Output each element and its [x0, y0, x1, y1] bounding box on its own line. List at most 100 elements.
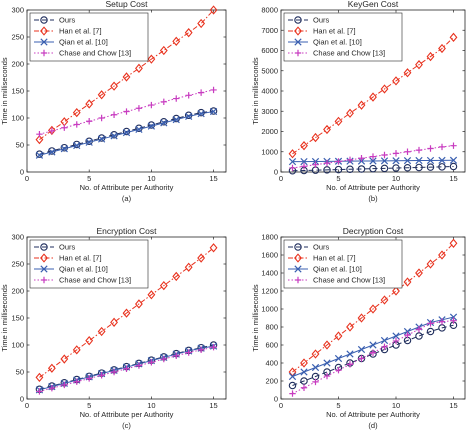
data-point	[415, 326, 423, 333]
data-point	[73, 121, 80, 128]
data-point	[403, 327, 412, 336]
panel-caption: (c)	[122, 421, 131, 430]
legend-label: Chase and Chow [13]	[59, 276, 131, 285]
x-tick-label: 0	[279, 401, 283, 410]
data-point	[369, 349, 377, 356]
legend-marker	[294, 49, 302, 57]
chart-panel-2: KeyGen Cost 0 5 10 15 0 1000 2000 3000 4000 5000 60…	[251, 0, 466, 203]
panel-caption: (b)	[368, 194, 378, 203]
x-tick-label: 10	[147, 174, 155, 183]
data-point	[346, 361, 354, 368]
data-point	[159, 280, 168, 291]
data-point	[346, 156, 354, 164]
data-point	[197, 108, 205, 117]
data-point	[426, 259, 435, 269]
data-point	[85, 375, 93, 382]
data-point	[300, 141, 308, 151]
data-point	[323, 166, 331, 174]
data-point	[380, 84, 389, 94]
series-4	[36, 343, 217, 395]
data-point	[323, 159, 331, 167]
data-point	[346, 322, 354, 332]
data-point	[403, 68, 412, 78]
legend-marker	[40, 38, 48, 46]
data-point	[135, 125, 143, 133]
x-tick-label: 5	[336, 174, 340, 183]
legend-label: Han et al. [7]	[313, 254, 356, 263]
x-axis-label: No. of Attribute per Authority	[80, 410, 174, 419]
series-2	[288, 32, 458, 159]
y-tick-label: 6000	[261, 46, 278, 55]
data-point	[415, 146, 423, 154]
chart-title: Decryption Cost	[343, 226, 404, 236]
data-point	[311, 363, 320, 372]
legend-label: Qian et al. [10]	[313, 265, 362, 274]
data-point	[380, 164, 389, 173]
series-line	[39, 9, 214, 141]
data-point	[426, 163, 435, 171]
x-tick-label: 15	[449, 401, 457, 410]
data-point	[300, 377, 308, 385]
data-point	[426, 156, 435, 165]
data-point	[209, 243, 218, 253]
data-point	[312, 378, 319, 386]
x-tick-label: 10	[392, 174, 400, 183]
data-point	[135, 105, 143, 112]
data-point	[98, 135, 106, 143]
data-point	[122, 128, 131, 137]
data-point	[122, 72, 131, 82]
data-point	[97, 90, 106, 100]
data-point	[35, 151, 44, 159]
data-point	[369, 157, 377, 165]
data-point	[85, 336, 94, 346]
data-point	[60, 145, 68, 153]
data-point	[323, 340, 331, 350]
series-4	[289, 317, 457, 397]
data-point	[415, 163, 423, 172]
data-point	[323, 124, 331, 135]
x-axis-label: No. of Attribute per Authority	[80, 183, 174, 192]
data-point	[323, 372, 331, 380]
data-point	[73, 378, 80, 385]
data-point	[300, 384, 308, 391]
data-point	[36, 131, 43, 138]
data-point	[110, 132, 118, 140]
data-point	[323, 359, 331, 367]
x-tick-label: 15	[209, 401, 217, 410]
series-1	[288, 162, 458, 175]
data-point	[426, 51, 435, 62]
data-point	[300, 368, 308, 376]
data-point	[147, 54, 156, 64]
data-point	[311, 349, 320, 359]
data-point	[172, 115, 180, 124]
data-point	[85, 118, 93, 125]
data-point	[381, 343, 388, 350]
y-tick-label: 100	[11, 114, 24, 123]
data-point	[173, 95, 180, 102]
data-point	[450, 142, 457, 149]
data-point	[403, 163, 412, 172]
data-point	[173, 352, 180, 359]
legend-label: Han et al. [7]	[59, 27, 102, 36]
legend-marker	[294, 253, 302, 263]
y-tick-label: 250	[11, 33, 24, 42]
y-axis-label: Time in milliseconds	[0, 57, 9, 124]
legend-label: Ours	[313, 16, 330, 25]
legend-marker	[294, 38, 302, 46]
y-tick-label: 2000	[261, 127, 278, 136]
data-point	[288, 158, 297, 166]
y-tick-label: 100	[11, 341, 24, 350]
data-point	[415, 156, 423, 165]
data-point	[427, 145, 434, 152]
data-point	[147, 122, 155, 130]
y-tick-label: 150	[11, 314, 24, 323]
data-point	[380, 295, 389, 305]
y-tick-label: 200	[11, 287, 24, 296]
data-point	[210, 343, 217, 351]
x-tick-label: 15	[449, 174, 457, 183]
y-tick-label: 7000	[261, 26, 278, 35]
data-point	[160, 98, 168, 105]
data-point	[185, 92, 192, 99]
